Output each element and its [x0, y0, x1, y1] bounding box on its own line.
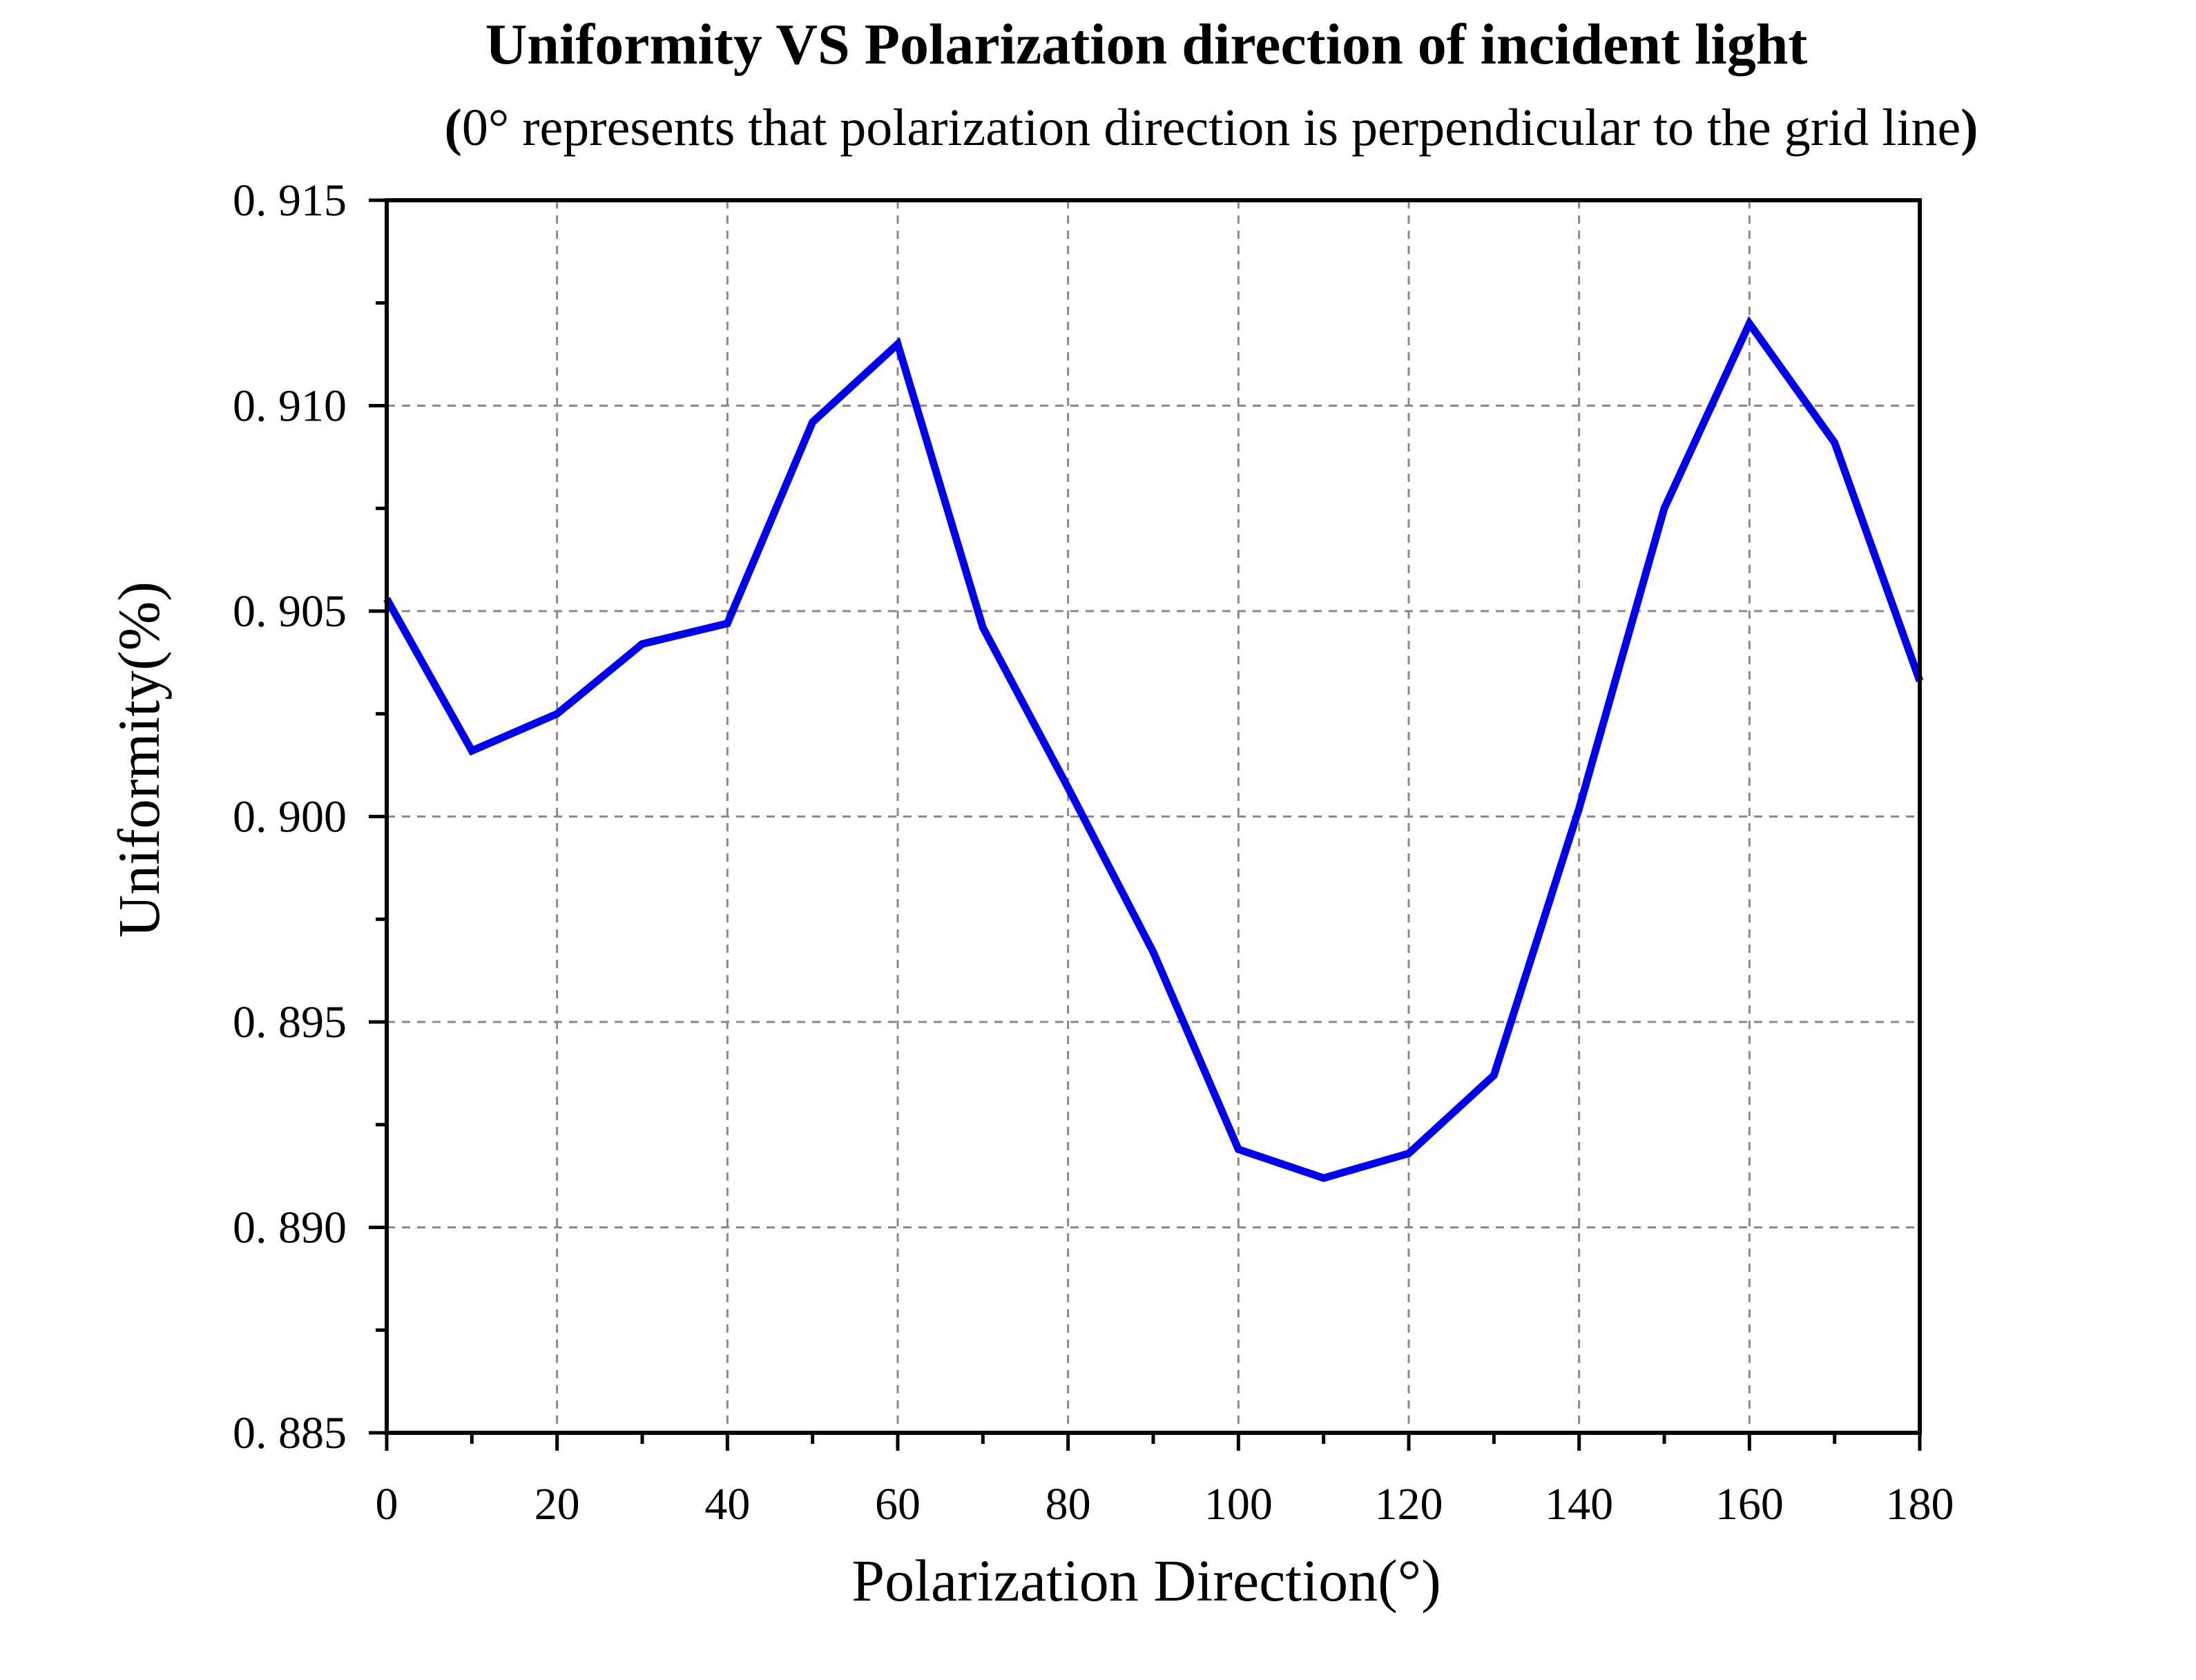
y-tick-label: 0. 885	[233, 1408, 347, 1458]
x-tick-label: 0	[376, 1479, 398, 1529]
series-layer	[383, 316, 1924, 1182]
y-tick-label: 0. 895	[233, 997, 347, 1047]
y-tick-label: 0. 910	[233, 381, 347, 432]
chart-title-text: Uniformity VS Polarization direction of …	[485, 12, 1808, 77]
subtitle-open-paren: (	[445, 99, 462, 157]
x-tick-label: 160	[1715, 1479, 1784, 1529]
y-tick-label: 0. 890	[233, 1203, 347, 1253]
grid	[387, 200, 1920, 1433]
chart-subtitle: (0° represents that polarization directi…	[445, 99, 1978, 157]
y-tick-label: 0. 900	[233, 792, 347, 842]
x-tick-label: 100	[1204, 1479, 1273, 1529]
y-axis-label: Uniformity(%)	[106, 581, 172, 938]
x-axis-label: Polarization Direction(°)	[851, 1547, 1441, 1614]
x-tick-label: 140	[1545, 1479, 1613, 1529]
subtitle-close-paren: )	[1961, 99, 1978, 157]
tick-labels: 0 20 40 60 80 100 120 140 160 180 0. 885 0. 890 0. 8…	[233, 175, 1954, 1529]
series-line	[383, 316, 1924, 1182]
y-tick-label: 0. 905	[233, 586, 347, 637]
x-tick-label: 80	[1046, 1479, 1091, 1529]
chart-subtitle-text: (0° represents that polarization directi…	[445, 99, 1978, 157]
x-tick-label: 120	[1375, 1479, 1443, 1529]
chart-title: Uniformity VS Polarization direction of …	[485, 12, 1808, 77]
x-tick-label: 60	[875, 1479, 921, 1529]
x-tick-label: 180	[1886, 1479, 1954, 1529]
y-tick-label: 0. 915	[233, 175, 347, 226]
subtitle-body: 0° represents that polarization directio…	[462, 99, 1961, 157]
x-tick-label: 40	[704, 1479, 750, 1529]
axis-ticks	[369, 198, 1922, 1451]
x-tick-label: 20	[534, 1479, 580, 1529]
